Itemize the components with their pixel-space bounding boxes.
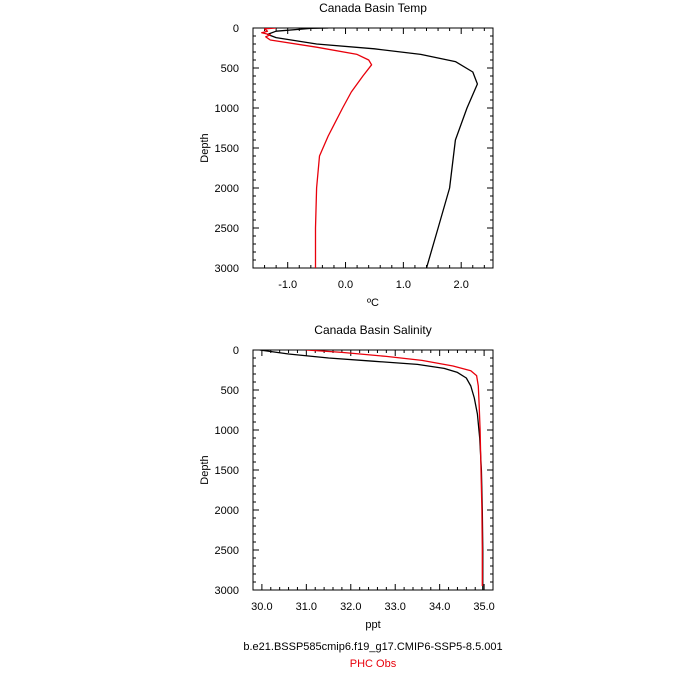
salinity-y-tick-label: 0 bbox=[233, 345, 239, 357]
salinity-y-tick-label: 3000 bbox=[215, 585, 239, 597]
salinity-series-line-model bbox=[259, 350, 484, 590]
temp-plot-frame bbox=[252, 27, 494, 269]
temp-y-tick-label: 1500 bbox=[215, 143, 239, 155]
temp-x-tick-label: 1.0 bbox=[396, 279, 411, 291]
salinity-y-axis-label: Depth bbox=[199, 455, 211, 484]
salinity-chart-title: Canada Basin Salinity bbox=[314, 323, 431, 337]
temp-plot-area: 0 500 1000 1500 2000 2500 3000 -1.0 0.0 1.0 2.0 bbox=[215, 23, 494, 291]
temp-y-tick-label: 0 bbox=[233, 23, 239, 35]
salinity-panel: Canada Basin Salinity Depth ppt 0 500 1000… bbox=[199, 323, 495, 631]
temp-x-axis-label: ºC bbox=[367, 297, 379, 309]
temp-y-tick-label: 2000 bbox=[215, 183, 239, 195]
temp-x-tick-label: 0.0 bbox=[338, 279, 353, 291]
salinity-x-axis-label: ppt bbox=[365, 619, 380, 631]
temp-y-tick-label: 3000 bbox=[215, 263, 239, 275]
salinity-x-tick-label: 31.0 bbox=[296, 601, 317, 613]
salinity-y-tick-label: 1000 bbox=[215, 425, 239, 437]
salinity-series-line-obs bbox=[306, 350, 483, 586]
salinity-x-tick-label: 30.0 bbox=[251, 601, 272, 613]
salinity-plot-frame bbox=[252, 349, 494, 591]
temp-series-line-model bbox=[266, 28, 479, 268]
temp-y-axis-label: Depth bbox=[199, 133, 211, 162]
salinity-x-tick-label: 34.0 bbox=[429, 601, 450, 613]
temp-panel: Canada Basin Temp Depth ºC 0 500 1000 1500 2… bbox=[199, 1, 494, 309]
temp-y-tick-label: 1000 bbox=[215, 103, 239, 115]
salinity-y-tick-label: 2000 bbox=[215, 505, 239, 517]
salinity-plot-area: 0 500 1000 1500 2000 2500 3000 30.0 31.0 32.0 33.0… bbox=[215, 345, 495, 613]
temp-x-tick-label: -1.0 bbox=[278, 279, 297, 291]
temp-x-tick-label: 2.0 bbox=[454, 279, 469, 291]
salinity-y-tick-label: 500 bbox=[221, 385, 239, 397]
salinity-x-tick-label: 33.0 bbox=[385, 601, 406, 613]
salinity-y-tick-label: 1500 bbox=[215, 465, 239, 477]
salinity-x-tick-label: 32.0 bbox=[340, 601, 361, 613]
salinity-y-tick-label: 2500 bbox=[215, 545, 239, 557]
temp-y-tick-label: 2500 bbox=[215, 223, 239, 235]
temp-y-tick-label: 500 bbox=[221, 63, 239, 75]
salinity-x-tick-label: 35.0 bbox=[473, 601, 494, 613]
legend-case-name: b.e21.BSSP585cmip6.f19_g17.CMIP6-SSP5-8.… bbox=[243, 641, 502, 653]
legend-obs-name: PHC Obs bbox=[350, 658, 397, 670]
temp-series-line-obs bbox=[261, 28, 373, 268]
temp-chart-title: Canada Basin Temp bbox=[319, 1, 427, 15]
